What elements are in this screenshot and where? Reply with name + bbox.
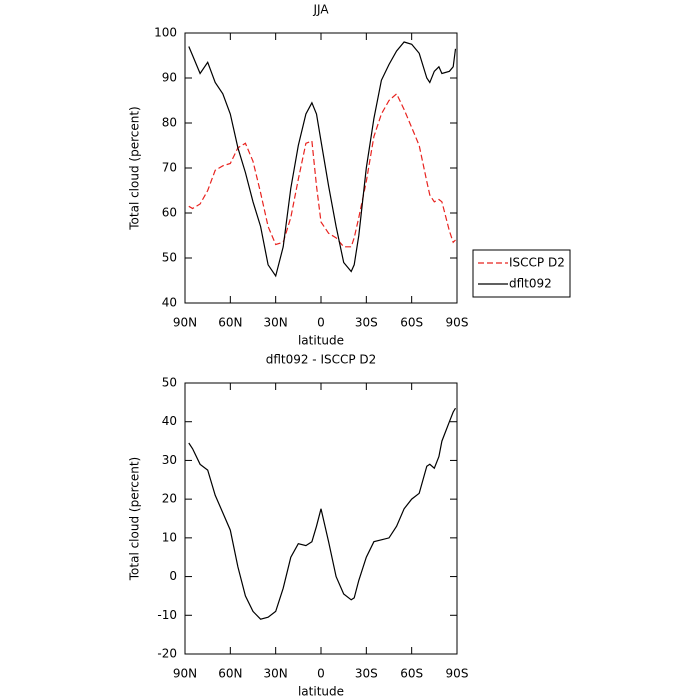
y-tick-label: 50: [162, 251, 177, 265]
legend-label: ISCCP D2: [509, 256, 565, 270]
x-tick-label: 60S: [400, 667, 423, 681]
plot-frame: [184, 32, 458, 304]
x-tick-label: 0: [317, 316, 325, 330]
y-axis-label: Total cloud (percent): [128, 106, 142, 230]
y-tick-label: 100: [154, 26, 177, 40]
y-tick-label: 50: [162, 376, 177, 390]
legend: ISCCP D2 dflt092: [472, 249, 571, 298]
y-tick-label: 90: [162, 71, 177, 85]
x-axis-label: latitude: [298, 334, 344, 348]
chart-title: dflt092 - ISCCP D2: [266, 353, 377, 367]
y-tick-label: 40: [162, 414, 177, 428]
x-tick-label: 90S: [446, 316, 469, 330]
y-tick-label: 60: [162, 206, 177, 220]
x-tick-label: 90S: [446, 667, 469, 681]
y-tick-label: 10: [162, 530, 177, 544]
x-tick-label: 90N: [173, 667, 197, 681]
x-axis-label: latitude: [298, 685, 344, 699]
data-line: [188, 41, 457, 278]
y-tick-label: 30: [162, 453, 177, 467]
y-tick-label: 80: [162, 116, 177, 130]
legend-label: dflt092: [509, 277, 552, 291]
x-tick-label: 30S: [355, 667, 378, 681]
y-axis-label: Total cloud (percent): [128, 457, 142, 581]
data-line: [188, 407, 457, 620]
x-tick-label: 90N: [173, 316, 197, 330]
y-tick-label: 20: [162, 492, 177, 506]
y-tick-label: -20: [157, 647, 177, 661]
y-tick-label: 40: [162, 296, 177, 310]
x-tick-label: 60S: [400, 316, 423, 330]
y-tick-label: -10: [157, 608, 177, 622]
y-tick-label: 70: [162, 161, 177, 175]
y-tick-label: 0: [169, 569, 177, 583]
x-tick-label: 60N: [218, 316, 242, 330]
x-tick-label: 60N: [218, 667, 242, 681]
x-tick-label: 30S: [355, 316, 378, 330]
data-line: [188, 92, 456, 248]
x-tick-label: 30N: [264, 667, 288, 681]
x-tick-label: 0: [317, 667, 325, 681]
legend-box: [472, 249, 571, 298]
x-tick-label: 30N: [264, 316, 288, 330]
chart-title: JJA: [312, 3, 329, 17]
plot-frame: [184, 382, 458, 655]
